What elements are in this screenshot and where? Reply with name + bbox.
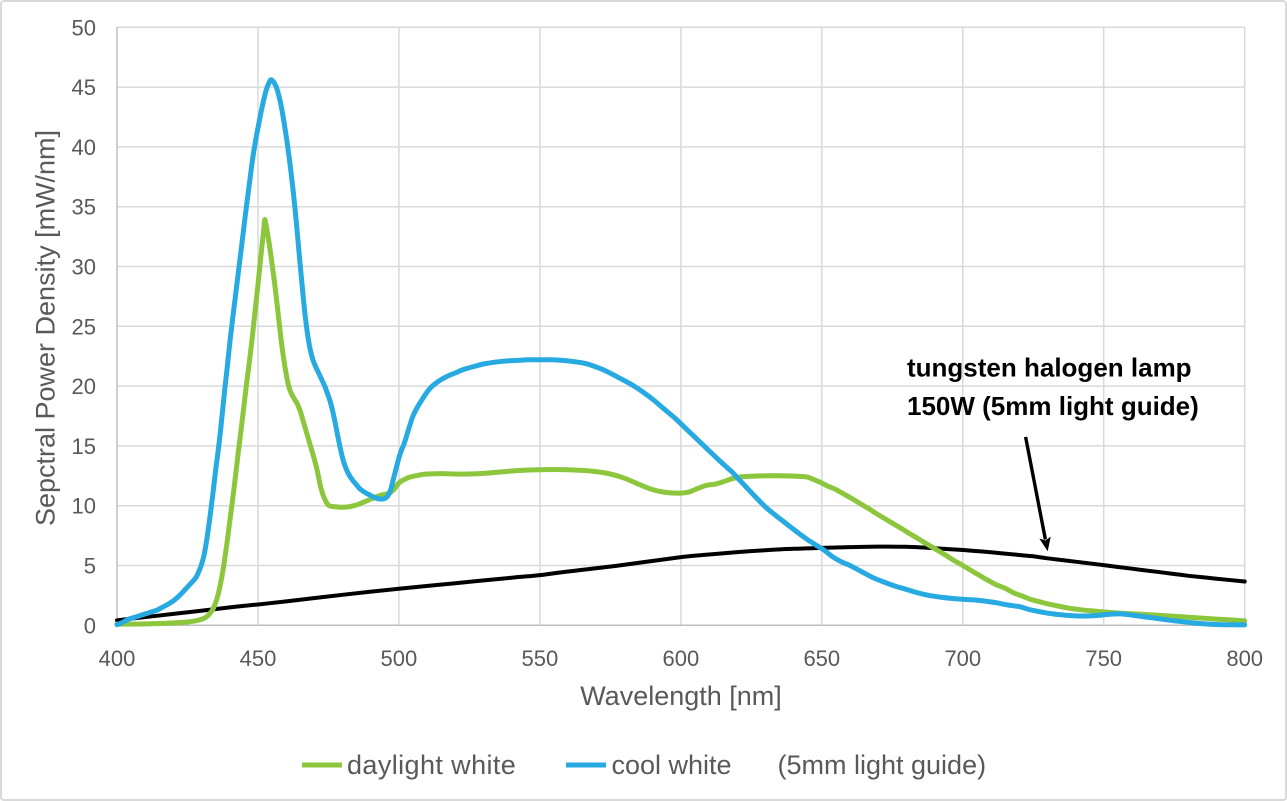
- svg-text:700: 700: [944, 646, 981, 671]
- svg-text:650: 650: [803, 646, 840, 671]
- svg-text:500: 500: [381, 646, 418, 671]
- svg-text:15: 15: [72, 434, 96, 459]
- svg-text:800: 800: [1226, 646, 1263, 671]
- svg-text:30: 30: [72, 255, 96, 280]
- svg-text:5: 5: [84, 554, 96, 579]
- svg-text:Wavelength [nm]: Wavelength [nm]: [580, 681, 782, 711]
- svg-text:50: 50: [72, 15, 96, 40]
- svg-text:20: 20: [72, 374, 96, 399]
- svg-text:45: 45: [72, 75, 96, 100]
- svg-text:550: 550: [522, 646, 559, 671]
- svg-text:Sepctral Power Density [mW/nm]: Sepctral Power Density [mW/nm]: [31, 130, 61, 526]
- svg-text:750: 750: [1085, 646, 1122, 671]
- svg-text:35: 35: [72, 195, 96, 220]
- svg-text:25: 25: [72, 314, 96, 339]
- svg-text:cool white: cool white: [612, 750, 732, 780]
- svg-text:(5mm light guide): (5mm light guide): [778, 750, 987, 780]
- svg-text:40: 40: [72, 135, 96, 160]
- svg-text:450: 450: [240, 646, 277, 671]
- svg-text:0: 0: [84, 613, 96, 638]
- svg-text:tungsten halogen lamp: tungsten halogen lamp: [907, 353, 1192, 383]
- svg-text:10: 10: [72, 494, 96, 519]
- svg-text:600: 600: [663, 646, 700, 671]
- svg-text:400: 400: [99, 646, 136, 671]
- svg-text:150W (5mm light guide): 150W (5mm light guide): [907, 391, 1199, 421]
- svg-text:daylight white: daylight white: [347, 750, 516, 780]
